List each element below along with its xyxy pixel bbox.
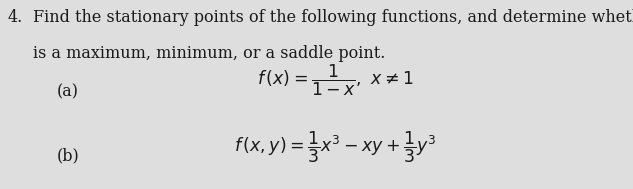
Text: is a maximum, minimum, or a saddle point.: is a maximum, minimum, or a saddle point…: [33, 45, 385, 62]
Text: 4.: 4.: [8, 9, 23, 26]
Text: $f\,(x) = \dfrac{1}{1-x},\ x \neq 1$: $f\,(x) = \dfrac{1}{1-x},\ x \neq 1$: [257, 63, 414, 98]
Text: $f\,(x,y) = \dfrac{1}{3}x^3 - xy + \dfrac{1}{3}y^3$: $f\,(x,y) = \dfrac{1}{3}x^3 - xy + \dfra…: [234, 130, 437, 165]
Text: (b): (b): [57, 147, 80, 164]
Text: Find the stationary points of the following functions, and determine whether eac: Find the stationary points of the follow…: [33, 9, 633, 26]
Text: (a): (a): [57, 83, 79, 100]
